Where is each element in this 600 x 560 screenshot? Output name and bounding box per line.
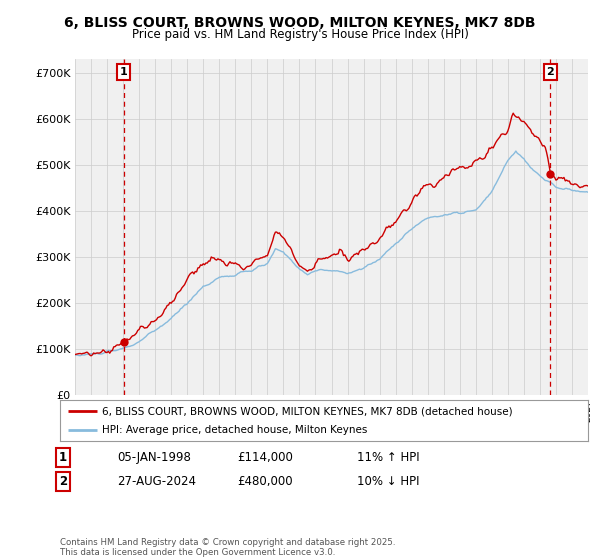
Text: £480,000: £480,000 <box>237 475 293 488</box>
Text: 05-JAN-1998: 05-JAN-1998 <box>117 451 191 464</box>
Text: 1: 1 <box>59 451 67 464</box>
Text: 6, BLISS COURT, BROWNS WOOD, MILTON KEYNES, MK7 8DB: 6, BLISS COURT, BROWNS WOOD, MILTON KEYN… <box>64 16 536 30</box>
Text: Contains HM Land Registry data © Crown copyright and database right 2025.
This d: Contains HM Land Registry data © Crown c… <box>60 538 395 557</box>
Text: HPI: Average price, detached house, Milton Keynes: HPI: Average price, detached house, Milt… <box>102 425 368 435</box>
Text: 2: 2 <box>547 67 554 77</box>
Text: 10% ↓ HPI: 10% ↓ HPI <box>357 475 419 488</box>
Text: 27-AUG-2024: 27-AUG-2024 <box>117 475 196 488</box>
Text: 1: 1 <box>120 67 128 77</box>
Text: 11% ↑ HPI: 11% ↑ HPI <box>357 451 419 464</box>
Text: 2: 2 <box>59 475 67 488</box>
Text: 6, BLISS COURT, BROWNS WOOD, MILTON KEYNES, MK7 8DB (detached house): 6, BLISS COURT, BROWNS WOOD, MILTON KEYN… <box>102 407 513 416</box>
Text: £114,000: £114,000 <box>237 451 293 464</box>
Text: Price paid vs. HM Land Registry's House Price Index (HPI): Price paid vs. HM Land Registry's House … <box>131 28 469 41</box>
